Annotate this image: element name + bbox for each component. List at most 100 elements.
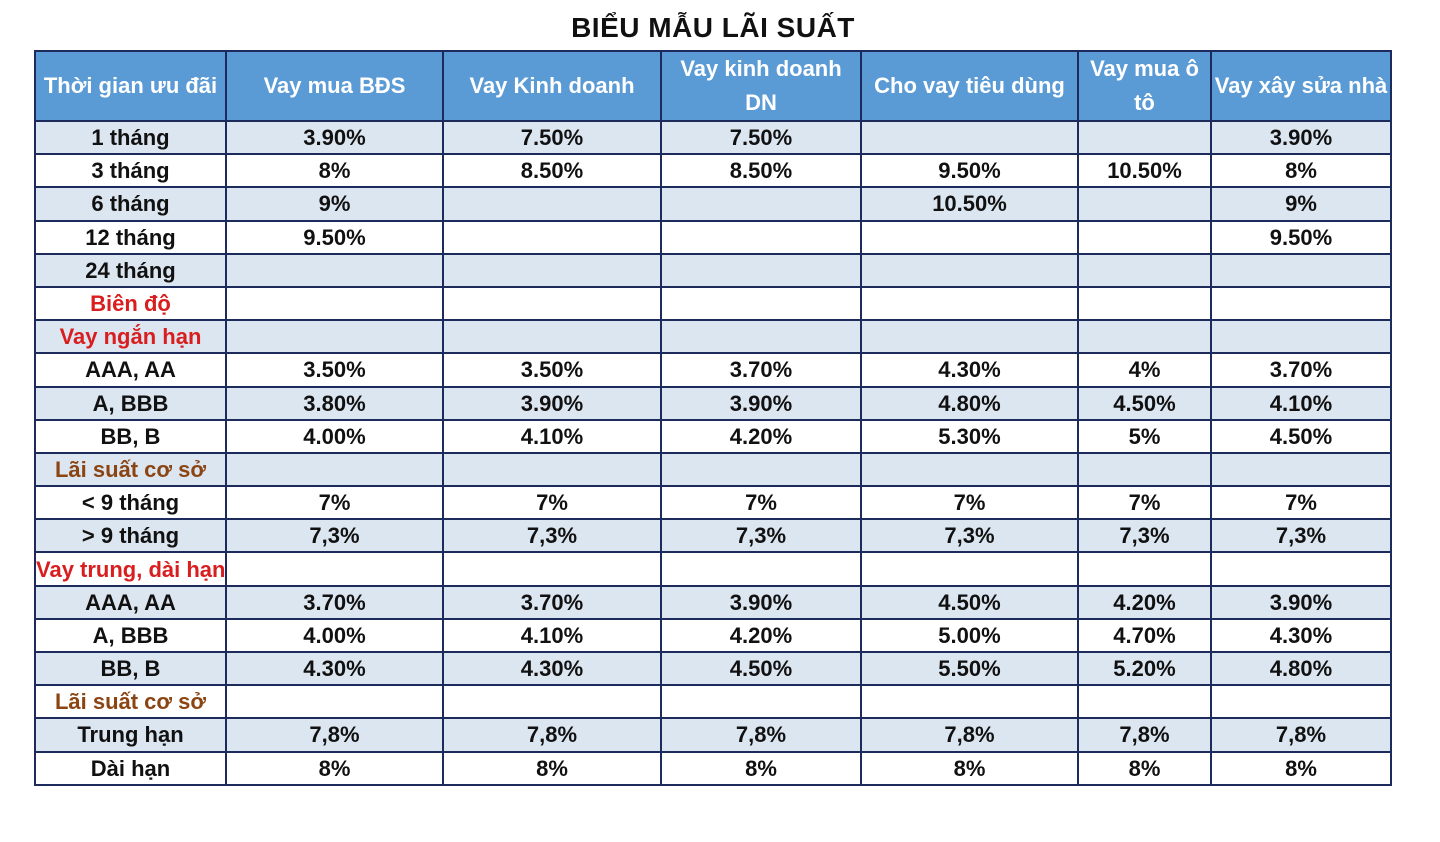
rate-cell — [442, 551, 662, 587]
column-header: Vay mua ô tô — [1077, 50, 1212, 122]
rate-cell — [1077, 285, 1212, 322]
rate-cell: 4.70% — [1077, 617, 1212, 654]
rate-cell: 8% — [1210, 153, 1392, 189]
row-label: 1 tháng — [34, 119, 227, 156]
rate-cell: 7,3% — [225, 518, 444, 554]
row-label: AAA, AA — [34, 584, 227, 620]
rate-cell: 8.50% — [660, 153, 862, 189]
rate-cell: 4.30% — [225, 650, 444, 687]
rate-cell — [660, 219, 862, 255]
rate-cell: 3.90% — [225, 119, 444, 156]
rate-cell: 3.50% — [442, 352, 662, 388]
table-row: > 9 tháng 7,3% 7,3% 7,3% 7,3% 7,3% 7,3% — [34, 518, 1392, 554]
row-label: Dài hạn — [34, 750, 227, 786]
rate-cell: 4.20% — [1077, 584, 1212, 620]
rate-cell — [1077, 219, 1212, 255]
rate-cell: 8% — [1210, 750, 1392, 786]
interest-rate-table: Thời gian ưu đãi Vay mua BĐS Vay Kinh do… — [34, 50, 1392, 786]
rate-cell — [660, 186, 862, 222]
section-row: Lãi suất cơ sở — [34, 451, 1392, 488]
rate-cell: 7% — [442, 485, 662, 521]
section-label: Vay ngắn hạn — [34, 319, 227, 355]
rate-cell: 7,3% — [660, 518, 862, 554]
column-header: Vay mua BĐS — [225, 50, 444, 122]
row-label: BB, B — [34, 650, 227, 687]
table-row: 6 tháng 9% 10.50% 9% — [34, 186, 1392, 222]
rate-cell: 9% — [1210, 186, 1392, 222]
rate-cell: 3.70% — [225, 584, 444, 620]
rate-cell — [860, 684, 1079, 720]
table-row: 3 tháng 8% 8.50% 8.50% 9.50% 10.50% 8% — [34, 153, 1392, 189]
table-row: 1 tháng 3.90% 7.50% 7.50% 3.90% — [34, 119, 1392, 156]
rate-cell: 5% — [1077, 418, 1212, 454]
rate-cell: 4.30% — [1210, 617, 1392, 654]
rate-cell: 8.50% — [442, 153, 662, 189]
section-row: Biên độ — [34, 285, 1392, 322]
row-label: > 9 tháng — [34, 518, 227, 554]
rate-cell: 3.80% — [225, 385, 444, 421]
column-header: Vay kinh doanh DN — [660, 50, 862, 122]
rate-cell: 8% — [860, 750, 1079, 786]
rate-cell: 7.50% — [442, 119, 662, 156]
rate-cell: 5.30% — [860, 418, 1079, 454]
rate-cell: 8% — [225, 153, 444, 189]
rate-cell — [225, 551, 444, 587]
rate-cell — [660, 684, 862, 720]
rate-cell: 4.50% — [660, 650, 862, 687]
rate-cell: 9.50% — [1210, 219, 1392, 255]
rate-cell: 8% — [1077, 750, 1212, 786]
row-label: BB, B — [34, 418, 227, 454]
rate-cell — [860, 451, 1079, 488]
rate-cell — [660, 451, 862, 488]
rate-cell: 7.50% — [660, 119, 862, 156]
rate-cell — [1210, 551, 1392, 587]
rate-cell — [442, 219, 662, 255]
table-row: BB, B 4.00% 4.10% 4.20% 5.30% 5% 4.50% — [34, 418, 1392, 454]
rate-cell — [860, 285, 1079, 322]
row-label: A, BBB — [34, 385, 227, 421]
rate-cell — [1077, 551, 1212, 587]
rate-cell: 7,3% — [1077, 518, 1212, 554]
table-row: 12 tháng 9.50% 9.50% — [34, 219, 1392, 255]
table-row: AAA, AA 3.50% 3.50% 3.70% 4.30% 4% 3.70% — [34, 352, 1392, 388]
rate-cell: 4.50% — [1077, 385, 1212, 421]
rate-cell: 7,3% — [1210, 518, 1392, 554]
rate-cell: 10.50% — [860, 186, 1079, 222]
row-label: 6 tháng — [34, 186, 227, 222]
rate-cell: 3.90% — [1210, 119, 1392, 156]
rate-cell: 5.20% — [1077, 650, 1212, 687]
rate-cell — [442, 319, 662, 355]
rate-cell — [225, 319, 444, 355]
rate-cell: 7% — [660, 485, 862, 521]
rate-cell: 4.30% — [442, 650, 662, 687]
row-label: A, BBB — [34, 617, 227, 654]
rate-cell: 10.50% — [1077, 153, 1212, 189]
rate-cell: 3.90% — [1210, 584, 1392, 620]
rate-cell: 4.80% — [860, 385, 1079, 421]
table-row: A, BBB 3.80% 3.90% 3.90% 4.80% 4.50% 4.10% — [34, 385, 1392, 421]
column-header: Cho vay tiêu dùng — [860, 50, 1079, 122]
rate-cell: 3.90% — [660, 385, 862, 421]
rate-cell — [1210, 319, 1392, 355]
rate-cell: 7,8% — [442, 717, 662, 753]
rate-cell: 4.00% — [225, 418, 444, 454]
rate-cell: 9.50% — [860, 153, 1079, 189]
rate-cell — [1210, 684, 1392, 720]
section-label: Biên độ — [34, 285, 227, 322]
rate-cell — [1077, 451, 1212, 488]
rate-cell: 7,8% — [860, 717, 1079, 753]
rate-cell — [660, 551, 862, 587]
rate-cell: 3.90% — [442, 385, 662, 421]
rate-cell: 4.10% — [442, 418, 662, 454]
rate-cell: 3.50% — [225, 352, 444, 388]
rate-cell — [1210, 252, 1392, 288]
rate-cell: 7,8% — [660, 717, 862, 753]
rate-cell: 4.00% — [225, 617, 444, 654]
rate-cell — [860, 119, 1079, 156]
row-label: 24 tháng — [34, 252, 227, 288]
rate-cell — [860, 219, 1079, 255]
rate-cell: 7% — [225, 485, 444, 521]
rate-cell — [442, 684, 662, 720]
rate-cell — [1210, 285, 1392, 322]
row-label: < 9 tháng — [34, 485, 227, 521]
